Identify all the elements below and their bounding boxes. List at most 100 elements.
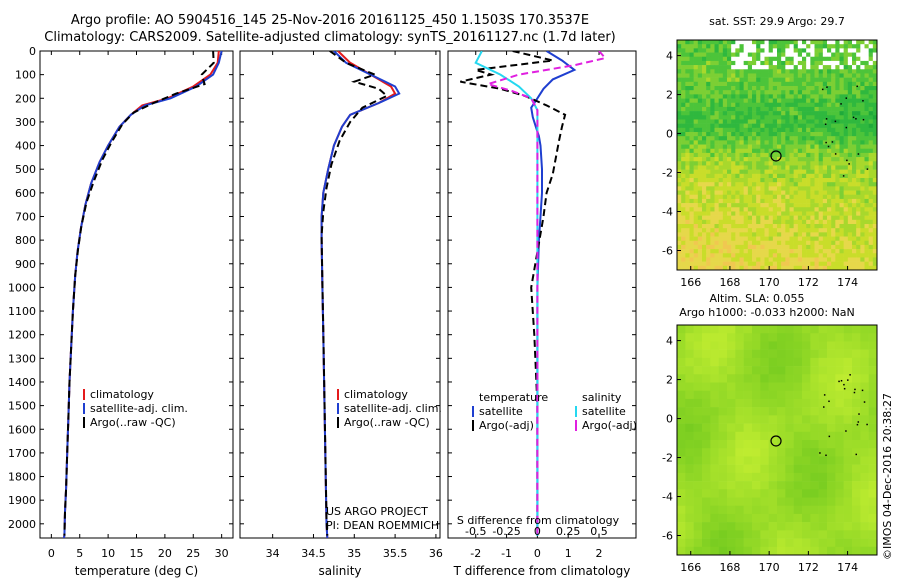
map-cell: [697, 186, 703, 191]
map-cell: [760, 448, 769, 457]
map-cell: [818, 497, 828, 507]
legend-entry: Argo(..raw -QC): [344, 416, 430, 429]
map-cell: [693, 407, 703, 416]
map-cell: [810, 398, 819, 408]
map-cell: [697, 178, 703, 183]
map-cell: [872, 81, 877, 87]
map-cell: [864, 56, 869, 62]
map-cell: [777, 219, 782, 225]
map-cell: [797, 106, 803, 112]
map-cell: [718, 173, 724, 179]
map-cell: [864, 157, 869, 162]
map-cell: [806, 215, 811, 221]
map-cell: [797, 152, 803, 158]
map-cell: [793, 165, 799, 170]
map-cell: [681, 157, 686, 162]
map-cell: [818, 190, 824, 196]
map-cell: [693, 161, 699, 166]
coast-dot: [823, 394, 826, 396]
map-cell: [739, 65, 744, 70]
map-cell: [677, 481, 686, 490]
map-cell: [814, 86, 819, 91]
map-cell: [852, 325, 861, 334]
map-cell: [860, 123, 865, 129]
map-cell: [764, 40, 769, 45]
map-cell: [768, 472, 778, 482]
map-cell: [822, 69, 828, 74]
map-cell: [714, 136, 719, 141]
lon-tick-label: 170: [759, 276, 780, 289]
map-cell: [789, 203, 794, 208]
map-cell: [718, 69, 724, 74]
map-cell: [768, 357, 778, 367]
map-cell: [735, 119, 740, 124]
map-cell: [706, 102, 711, 108]
map-cell: [677, 228, 682, 233]
map-cell: [743, 407, 753, 416]
map-cell: [681, 215, 686, 221]
map-cell: [764, 215, 769, 221]
map-cell: [756, 40, 761, 45]
map-cell: [722, 81, 728, 87]
map-cell: [697, 228, 703, 233]
map-cell: [806, 86, 811, 91]
map-cell: [852, 40, 857, 45]
map-cell: [856, 44, 861, 49]
map-cell: [868, 440, 877, 449]
map-cell: [852, 194, 857, 200]
map-cell: [827, 236, 832, 242]
map-cell: [702, 157, 707, 162]
map-cell: [864, 265, 869, 270]
map-cell: [847, 198, 853, 204]
map-cell: [777, 119, 782, 124]
map-cell: [718, 265, 724, 270]
map-cell: [831, 98, 836, 104]
map-cell: [743, 464, 753, 474]
map-cell: [764, 119, 769, 124]
map-cell: [872, 69, 877, 74]
map-cell: [864, 211, 869, 216]
map-cell: [785, 481, 794, 490]
lat-tick-label: -4: [662, 491, 673, 504]
map-cell: [822, 182, 828, 187]
map-cell: [735, 60, 740, 66]
map-cell: [685, 136, 690, 141]
map-cell: [752, 60, 757, 66]
map-cell: [777, 325, 786, 334]
map-cell: [710, 148, 715, 154]
map-cell: [747, 86, 753, 91]
map-cell: [727, 390, 736, 400]
map-cell: [864, 48, 869, 53]
map-cell: [781, 261, 786, 267]
map-cell: [793, 382, 803, 392]
map-cell: [802, 211, 807, 216]
map-cell: [810, 132, 815, 137]
map-cell: [847, 123, 853, 129]
map-cell: [868, 236, 874, 242]
lon-tick-label: 170: [759, 561, 780, 574]
coast-dot: [856, 423, 859, 426]
map-cell: [718, 244, 724, 250]
map-cell: [822, 60, 828, 66]
map-cell: [677, 203, 682, 208]
map-cell: [835, 224, 840, 229]
map-cell: [860, 81, 865, 87]
map-cell: [768, 481, 778, 490]
map-cell: [856, 148, 861, 154]
map-cell: [752, 173, 757, 179]
map-cell: [702, 423, 711, 433]
map-cell: [856, 215, 861, 221]
map-cell: [772, 215, 778, 221]
map-cell: [731, 127, 736, 133]
map-cell: [727, 119, 732, 124]
map-cell: [822, 232, 828, 237]
map-cell: [706, 144, 711, 150]
map-cell: [793, 407, 803, 416]
map-cell: [697, 132, 703, 137]
map-cell: [743, 119, 749, 124]
map-cell: [839, 111, 844, 116]
map-cell: [722, 236, 728, 242]
map-cell: [777, 522, 786, 531]
map-cell: [856, 140, 861, 145]
map-cell: [852, 253, 857, 258]
